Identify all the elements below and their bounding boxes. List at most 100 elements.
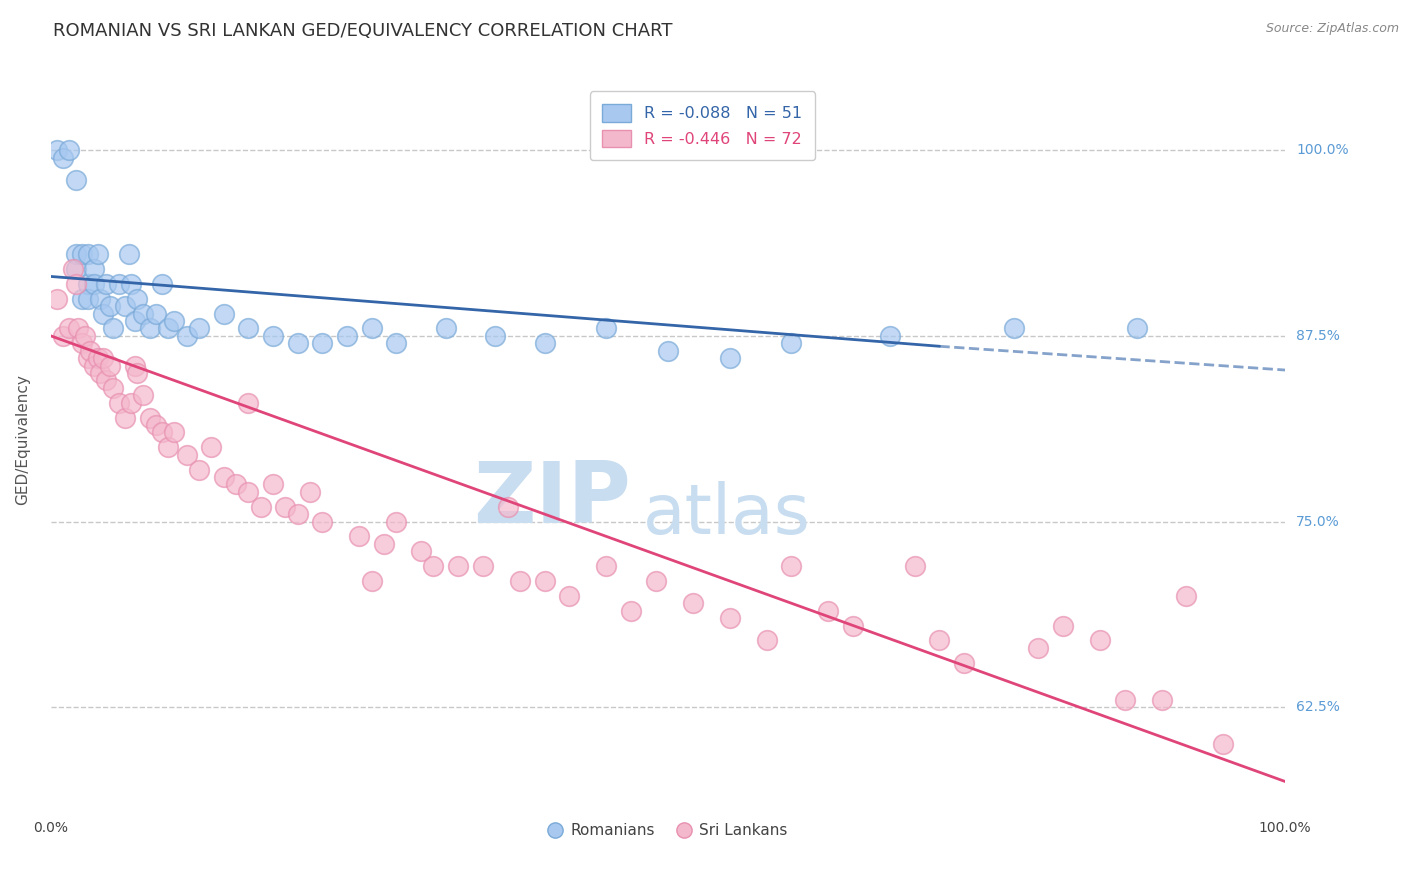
- Point: [928, 633, 950, 648]
- Point: [65, 262, 87, 277]
- Point: [385, 515, 408, 529]
- Point: [150, 277, 173, 291]
- Point: [509, 574, 531, 588]
- Point: [127, 292, 149, 306]
- Point: [842, 618, 865, 632]
- Point: [107, 277, 129, 291]
- Point: [484, 329, 506, 343]
- Point: [176, 329, 198, 343]
- Point: [1026, 640, 1049, 655]
- Text: ZIP: ZIP: [474, 458, 631, 541]
- Point: [101, 321, 124, 335]
- Point: [65, 173, 87, 187]
- Text: 62.5%: 62.5%: [1296, 700, 1340, 714]
- Point: [595, 559, 617, 574]
- Y-axis label: GED/Equivalency: GED/Equivalency: [15, 375, 30, 505]
- Point: [558, 589, 581, 603]
- Point: [89, 292, 111, 306]
- Point: [138, 321, 160, 335]
- Point: [1126, 321, 1149, 335]
- Point: [187, 462, 209, 476]
- Point: [96, 277, 118, 291]
- Point: [879, 329, 901, 343]
- Point: [120, 395, 142, 409]
- Point: [225, 477, 247, 491]
- Point: [496, 500, 519, 514]
- Point: [65, 247, 87, 261]
- Point: [124, 314, 146, 328]
- Point: [385, 336, 408, 351]
- Point: [262, 329, 284, 343]
- Text: 87.5%: 87.5%: [1296, 329, 1340, 343]
- Point: [287, 507, 309, 521]
- Point: [83, 277, 105, 291]
- Point: [157, 321, 180, 335]
- Point: [620, 604, 643, 618]
- Text: ROMANIAN VS SRI LANKAN GED/EQUIVALENCY CORRELATION CHART: ROMANIAN VS SRI LANKAN GED/EQUIVALENCY C…: [53, 22, 673, 40]
- Point: [1052, 618, 1074, 632]
- Point: [46, 143, 69, 157]
- Point: [1150, 693, 1173, 707]
- Point: [46, 292, 69, 306]
- Point: [336, 329, 359, 343]
- Point: [132, 388, 155, 402]
- Point: [657, 343, 679, 358]
- Point: [311, 515, 333, 529]
- Point: [114, 299, 136, 313]
- Point: [299, 484, 322, 499]
- Point: [238, 484, 260, 499]
- Point: [98, 359, 121, 373]
- Point: [91, 351, 114, 366]
- Point: [89, 366, 111, 380]
- Point: [422, 559, 444, 574]
- Point: [212, 307, 235, 321]
- Point: [96, 374, 118, 388]
- Point: [70, 292, 93, 306]
- Point: [163, 314, 186, 328]
- Point: [98, 299, 121, 313]
- Point: [411, 544, 433, 558]
- Point: [1175, 589, 1198, 603]
- Point: [349, 529, 371, 543]
- Point: [718, 351, 741, 366]
- Text: 75.0%: 75.0%: [1296, 515, 1340, 529]
- Point: [107, 395, 129, 409]
- Point: [157, 440, 180, 454]
- Point: [58, 143, 80, 157]
- Point: [145, 417, 167, 432]
- Point: [287, 336, 309, 351]
- Point: [533, 574, 555, 588]
- Point: [76, 247, 98, 261]
- Point: [682, 596, 704, 610]
- Point: [447, 559, 470, 574]
- Point: [212, 470, 235, 484]
- Point: [595, 321, 617, 335]
- Point: [75, 329, 97, 343]
- Point: [238, 321, 260, 335]
- Point: [200, 440, 222, 454]
- Point: [70, 247, 93, 261]
- Point: [83, 262, 105, 277]
- Point: [238, 395, 260, 409]
- Point: [70, 336, 93, 351]
- Point: [150, 425, 173, 440]
- Point: [65, 277, 87, 291]
- Point: [360, 574, 382, 588]
- Point: [87, 247, 110, 261]
- Point: [780, 336, 803, 351]
- Point: [434, 321, 457, 335]
- Text: 100.0%: 100.0%: [1296, 144, 1348, 157]
- Point: [644, 574, 666, 588]
- Point: [755, 633, 778, 648]
- Point: [471, 559, 494, 574]
- Point: [87, 351, 110, 366]
- Point: [176, 448, 198, 462]
- Point: [76, 351, 98, 366]
- Point: [132, 307, 155, 321]
- Point: [1114, 693, 1136, 707]
- Point: [817, 604, 839, 618]
- Point: [76, 292, 98, 306]
- Point: [101, 381, 124, 395]
- Point: [52, 329, 75, 343]
- Text: atlas: atlas: [644, 481, 811, 548]
